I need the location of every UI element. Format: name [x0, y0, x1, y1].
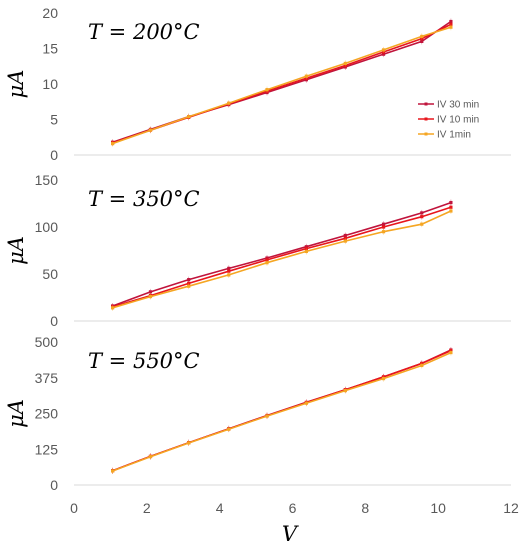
x-axis-label: V [282, 522, 299, 546]
y-tick-label: 125 [35, 441, 59, 457]
y-tick-label: 15 [42, 41, 58, 57]
series-line [112, 351, 452, 472]
y-tick-label: 500 [35, 334, 59, 350]
legend: IV 30 min IV 10 min IV 1min [418, 100, 479, 141]
x-tick-label: 0 [70, 500, 78, 516]
y-axis-label: μA [4, 236, 28, 265]
panel-3: 0 125 250 375 500 μA T = 550°C [4, 334, 511, 493]
legend-marker [424, 132, 428, 136]
y-tick-label: 20 [42, 5, 58, 21]
series-line [112, 210, 452, 309]
x-tick-label: 2 [143, 500, 151, 516]
y-tick-label: 250 [35, 406, 59, 422]
y-axis-label: μA [4, 70, 28, 99]
y-tick-label: 0 [50, 313, 58, 329]
legend-marker [424, 117, 428, 121]
x-tick-label: 12 [503, 500, 519, 516]
legend-label: IV 1min [437, 130, 471, 141]
legend-label: IV 10 min [437, 115, 479, 126]
series-iv-1min [111, 24, 453, 147]
temperature-annotation: T = 200°C [88, 20, 200, 44]
panel-2: 0 50 100 150 μA T = 350°C [4, 172, 511, 329]
y-axis-label: μA [4, 399, 28, 428]
y-tick-label: 50 [42, 266, 58, 282]
series-line [112, 26, 452, 145]
y-tick-label: 5 [50, 112, 58, 128]
x-tick-label: 8 [361, 500, 369, 516]
x-tick-label: 10 [430, 500, 446, 516]
series-iv-1min [111, 349, 453, 474]
y-tick-label: 0 [50, 147, 58, 163]
y-tick-label: 150 [35, 172, 59, 188]
temperature-annotation: T = 350°C [88, 187, 200, 211]
legend-marker [424, 102, 428, 106]
y-tick-label: 10 [42, 76, 58, 92]
y-tick-label: 0 [50, 477, 58, 493]
series-line [112, 206, 452, 308]
legend-label: IV 30 min [437, 100, 479, 111]
x-tick-label: 6 [289, 500, 297, 516]
temperature-annotation: T = 550°C [88, 349, 200, 373]
y-tick-label: 375 [35, 370, 59, 386]
y-tick-label: 100 [35, 219, 59, 235]
x-tick-label: 4 [216, 500, 224, 516]
series-line [112, 201, 452, 307]
series-iv-1min [111, 208, 453, 311]
